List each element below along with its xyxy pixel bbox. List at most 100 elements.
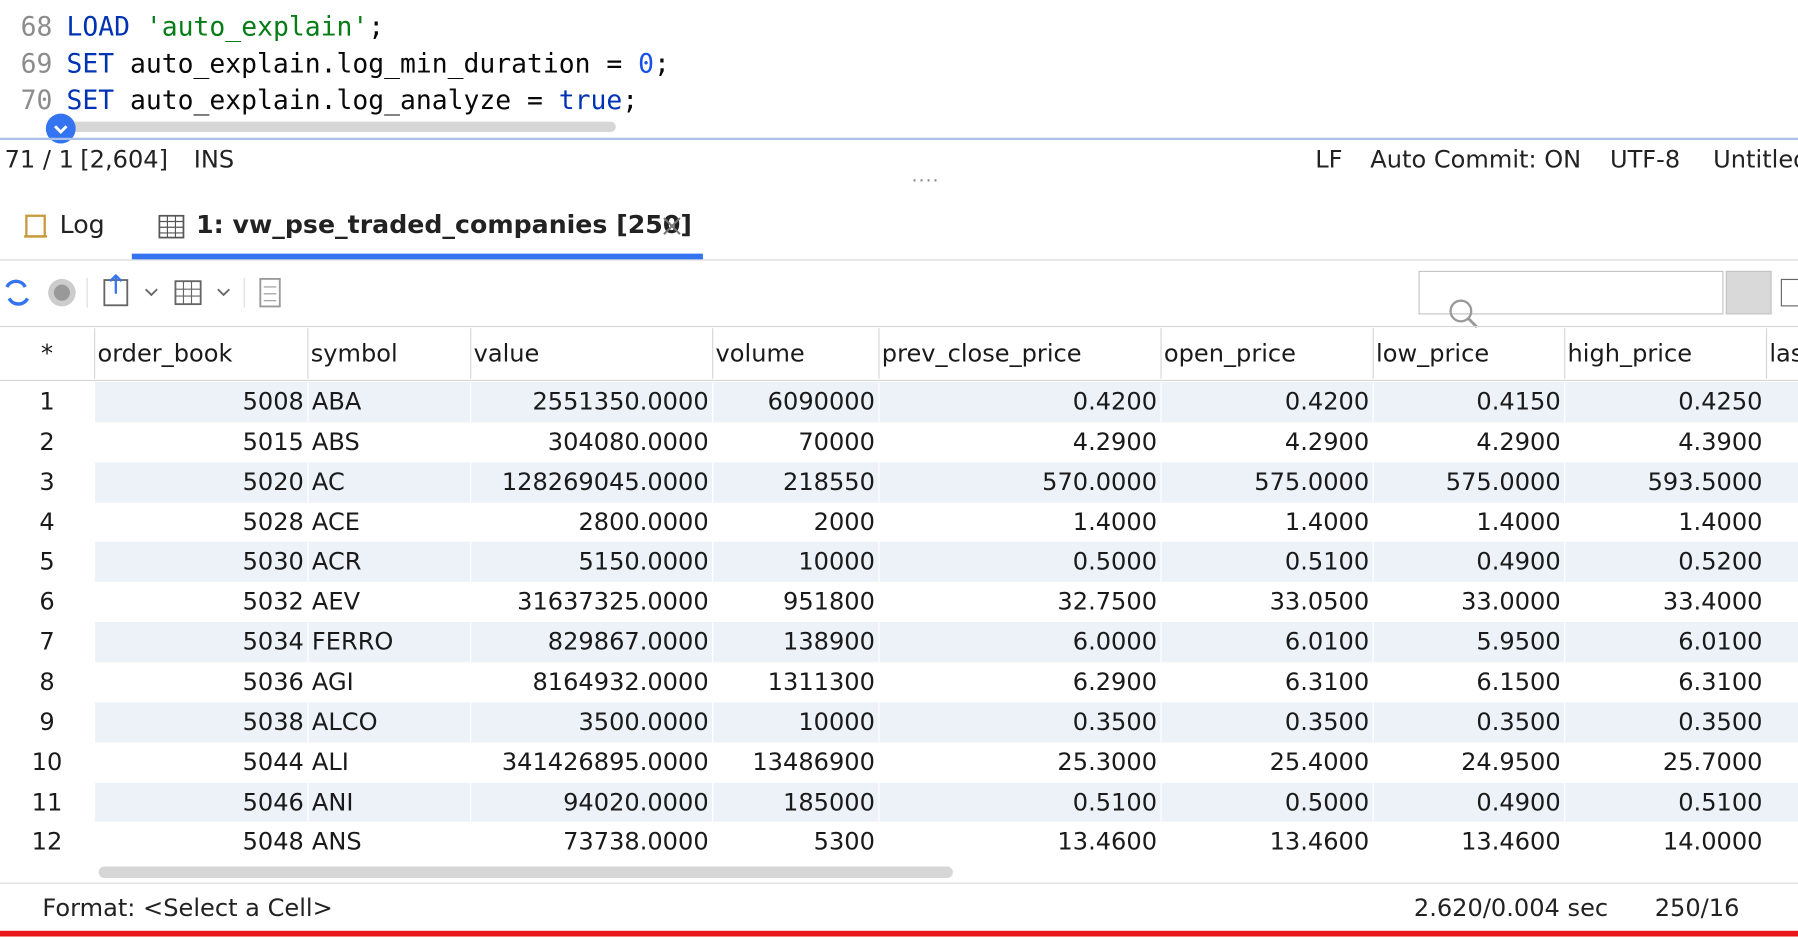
view-button[interactable] [174, 280, 230, 306]
table-cell[interactable]: 14.0000 [1564, 822, 1766, 863]
table-cell[interactable]: 13.4600 [878, 822, 1160, 863]
table-cell[interactable]: 128269045.0000 [470, 462, 712, 503]
auto-commit[interactable]: Auto Commit: ON [1370, 145, 1582, 174]
table-cell[interactable]: 6.2900 [878, 662, 1160, 703]
table-cell[interactable]: 5046 [94, 782, 307, 823]
table-cell[interactable]: 0.4250 [1564, 382, 1766, 423]
table-cell[interactable]: 94020.0000 [470, 782, 712, 823]
table-cell[interactable]: AC [307, 462, 470, 503]
table-cell[interactable]: ANI [307, 782, 470, 823]
stop-button[interactable] [48, 278, 76, 307]
table-cell[interactable]: 4.2900 [878, 422, 1160, 463]
table-cell[interactable]: 5015 [94, 422, 307, 463]
table-cell[interactable]: 0.4900 [1372, 542, 1564, 583]
grid-view-button[interactable] [1725, 270, 1772, 315]
table-cell[interactable]: 6.0100 [1160, 622, 1372, 663]
table-cell[interactable]: 5150.0000 [470, 542, 712, 583]
table-cell[interactable]: 575.0000 [1160, 462, 1372, 503]
drag-handle[interactable]: ···· [911, 169, 940, 192]
close-tab[interactable] [662, 216, 683, 237]
table-cell[interactable]: 1.4000 [1372, 502, 1564, 543]
table-cell[interactable]: 13486900 [712, 742, 878, 783]
table-cell[interactable]: 25.7000 [1564, 742, 1766, 783]
table-cell[interactable]: 3500.0000 [470, 702, 712, 743]
grid-scrollbar[interactable] [98, 866, 953, 878]
table-cell[interactable]: ALI [307, 742, 470, 783]
table-cell[interactable]: ABS [307, 422, 470, 463]
table-cell[interactable]: 0.4200 [878, 382, 1160, 423]
table-cell[interactable]: ABA [307, 382, 470, 423]
refresh-button[interactable] [5, 279, 30, 306]
export-button[interactable] [103, 273, 158, 307]
table-cell[interactable]: 0.5100 [878, 782, 1160, 823]
table-cell[interactable]: 1.4000 [1160, 502, 1372, 543]
search-box[interactable] [1418, 270, 1724, 329]
table-cell[interactable]: 829867.0000 [470, 622, 712, 663]
table-cell[interactable]: 185000 [712, 782, 878, 823]
column-header[interactable]: high_price [1564, 328, 1766, 379]
table-cell[interactable]: 4.3900 [1564, 422, 1766, 463]
table-cell[interactable]: 1.4000 [1564, 502, 1766, 543]
column-header[interactable]: order_book [94, 328, 307, 379]
table-cell[interactable]: 24.9500 [1372, 742, 1564, 783]
table-cell[interactable]: 5032 [94, 582, 307, 623]
column-header[interactable]: volume [712, 328, 878, 379]
log-tab[interactable]: Log [59, 211, 105, 240]
table-cell[interactable]: ANS [307, 822, 470, 863]
table-cell[interactable]: ACE [307, 502, 470, 543]
scroll-button[interactable] [45, 112, 77, 144]
table-cell[interactable]: ACR [307, 542, 470, 583]
column-header[interactable]: las [1765, 328, 1798, 379]
table-cell[interactable]: 593.5000 [1564, 462, 1766, 503]
table-cell[interactable]: 6.0000 [878, 622, 1160, 663]
table-cell[interactable]: 5038 [94, 702, 307, 743]
table-cell[interactable]: 33.0000 [1372, 582, 1564, 623]
table-cell[interactable]: 70000 [712, 422, 878, 463]
table-cell[interactable]: 5020 [94, 462, 307, 503]
table-cell[interactable]: 5034 [94, 622, 307, 663]
table-cell[interactable]: ALCO [307, 702, 470, 743]
table-cell[interactable]: 218550 [712, 462, 878, 503]
table-cell[interactable]: 10000 [712, 542, 878, 583]
column-header[interactable]: open_price [1160, 328, 1372, 379]
table-cell[interactable]: 304080.0000 [470, 422, 712, 463]
table-cell[interactable]: 31637325.0000 [470, 582, 712, 623]
table-cell[interactable]: 4.2900 [1372, 422, 1564, 463]
table-cell[interactable]: 1.4000 [878, 502, 1160, 543]
table-cell[interactable]: 0.5000 [1160, 782, 1372, 823]
table-cell[interactable]: 4.2900 [1160, 422, 1372, 463]
table-cell[interactable]: 0.5000 [878, 542, 1160, 583]
table-cell[interactable]: 25.3000 [878, 742, 1160, 783]
table-cell[interactable]: AEV [307, 582, 470, 623]
column-header[interactable]: value [470, 328, 712, 379]
encoding[interactable]: UTF-8 [1609, 145, 1681, 174]
table-cell[interactable]: 32.7500 [878, 582, 1160, 623]
column-header[interactable]: * [40, 339, 54, 368]
table-cell[interactable]: 5036 [94, 662, 307, 703]
table-cell[interactable]: 5008 [94, 382, 307, 423]
table-cell[interactable]: 13.4600 [1372, 822, 1564, 863]
table-cell[interactable]: 0.5100 [1160, 542, 1372, 583]
table-cell[interactable]: 6.1500 [1372, 662, 1564, 703]
result-tab[interactable]: 1: vw_pse_traded_companies [250] [196, 211, 692, 240]
table-cell[interactable]: 2000 [712, 502, 878, 543]
table-cell[interactable]: 33.0500 [1160, 582, 1372, 623]
table-cell[interactable]: 25.4000 [1160, 742, 1372, 783]
table-cell[interactable]: 6090000 [712, 382, 878, 423]
column-header[interactable]: prev_close_price [878, 328, 1160, 379]
table-cell[interactable]: 0.4150 [1372, 382, 1564, 423]
table-cell[interactable]: 575.0000 [1372, 462, 1564, 503]
table-cell[interactable]: 2551350.0000 [470, 382, 712, 423]
table-cell[interactable]: 73738.0000 [470, 822, 712, 863]
column-header[interactable]: symbol [307, 328, 470, 379]
table-cell[interactable]: 2800.0000 [470, 502, 712, 543]
table-cell[interactable]: 8164932.0000 [470, 662, 712, 703]
table-cell[interactable]: FERRO [307, 622, 470, 663]
line-ending[interactable]: LF [1315, 145, 1343, 174]
table-cell[interactable]: 0.3500 [1564, 702, 1766, 743]
text-view-button[interactable] [1780, 278, 1798, 307]
table-cell[interactable]: 5030 [94, 542, 307, 583]
table-cell[interactable]: 5048 [94, 822, 307, 863]
table-cell[interactable]: 0.3500 [878, 702, 1160, 743]
table-cell[interactable]: 6.0100 [1564, 622, 1766, 663]
